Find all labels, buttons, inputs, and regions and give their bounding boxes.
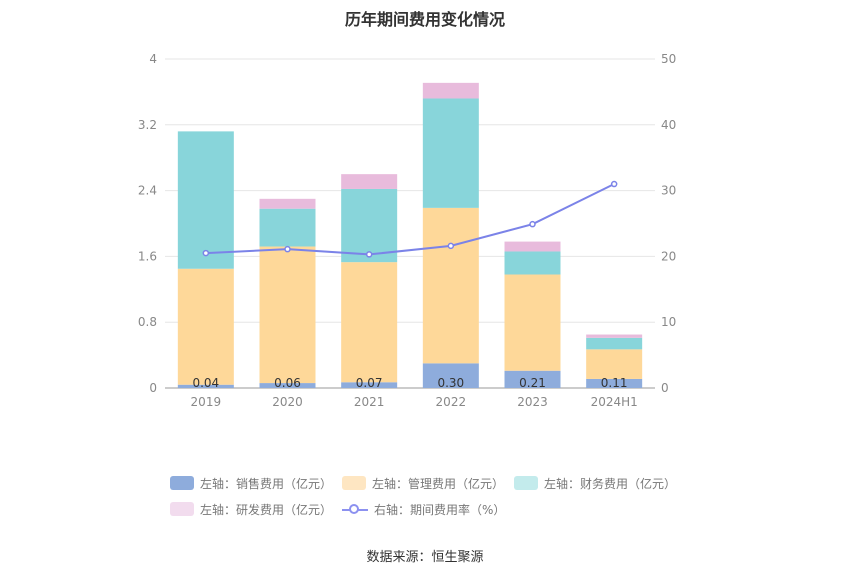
legend-line-icon: [342, 502, 368, 516]
left-axis-tick-label: 4: [149, 52, 157, 66]
bar-finance: [422, 98, 479, 208]
bar-sales: [586, 378, 643, 388]
data-label-sales: 0.30: [437, 376, 464, 390]
data-label-sales: 0.04: [192, 376, 219, 390]
legend-row-2: 左轴：研发费用（亿元） 右轴：期间费用率（%）: [170, 496, 690, 522]
right-axis-tick-label: 20: [661, 249, 676, 263]
line-point-expense-rate: [365, 251, 373, 258]
legend-item-management[interactable]: 左轴：管理费用（亿元）: [342, 475, 514, 492]
left-axis-tick-label: 1.6: [138, 249, 157, 263]
legend-label-rd: 左轴：研发费用（亿元）: [200, 502, 333, 517]
data-label-sales: 0.11: [601, 376, 628, 390]
line-point-expense-rate: [284, 245, 291, 253]
line-point-expense-rate: [529, 220, 536, 228]
bar-management: [259, 246, 316, 384]
x-axis-tick-label: 2019: [191, 395, 222, 409]
legend-label-management: 左轴：管理费用（亿元）: [372, 476, 505, 491]
legend-item-rd[interactable]: 左轴：研发费用（亿元）: [170, 501, 342, 518]
data-source: 数据来源：恒生聚源: [366, 550, 484, 565]
left-axis-tick-label: 2.4: [138, 184, 157, 198]
chart-title: 历年期间费用变化情况: [344, 10, 505, 29]
x-axis-tick-label: 2020: [272, 395, 303, 409]
left-axis-tick-label: 0.8: [138, 315, 157, 329]
bar-finance: [341, 188, 398, 263]
legend-item-rate[interactable]: 右轴：期间费用率（%）: [342, 501, 514, 518]
legend-row-1: 左轴：销售费用（亿元） 左轴：管理费用（亿元） 左轴：财务费用（亿元）: [170, 470, 690, 496]
legend-label-rate: 右轴：期间费用率（%）: [374, 502, 506, 517]
left-axis-tick-label: 3.2: [138, 118, 157, 132]
right-axis-tick-label: 30: [661, 184, 676, 198]
bar-rd: [586, 334, 643, 338]
bar-management: [504, 274, 561, 371]
x-axis-tick-label: 2024H1: [591, 395, 638, 409]
data-label-sales: 0.06: [274, 376, 301, 390]
bar-sales: [341, 382, 398, 388]
legend-label-finance: 左轴：财务费用（亿元）: [544, 476, 677, 491]
bar-finance: [586, 337, 643, 350]
bar-finance: [504, 251, 561, 275]
bar-rd: [341, 174, 398, 189]
right-axis-tick-label: 50: [661, 52, 676, 66]
x-axis-tick-label: 2023: [517, 395, 548, 409]
chart-legend: 左轴：销售费用（亿元） 左轴：管理费用（亿元） 左轴：财务费用（亿元） 左轴：研…: [170, 470, 690, 522]
right-axis-tick-label: 10: [661, 315, 676, 329]
right-axis-tick-label: 0: [661, 381, 669, 395]
bar-management: [422, 207, 479, 364]
bar-finance: [177, 131, 234, 269]
bar-rd: [504, 241, 561, 252]
data-label-sales: 0.21: [519, 376, 546, 390]
legend-swatch-rd: [170, 502, 194, 516]
bar-rd: [259, 198, 316, 209]
data-label-sales: 0.07: [356, 376, 383, 390]
bar-rd: [422, 82, 479, 99]
bar-sales: [422, 363, 479, 388]
line-point-expense-rate: [447, 242, 455, 250]
bar-finance: [259, 208, 316, 247]
legend-label-sales: 左轴：销售费用（亿元）: [200, 476, 333, 491]
bar-sales: [177, 384, 234, 388]
legend-swatch-sales: [170, 476, 194, 490]
legend-swatch-management: [342, 476, 366, 490]
x-axis-tick-label: 2021: [354, 395, 385, 409]
legend-swatch-finance: [514, 476, 538, 490]
line-point-expense-rate: [202, 249, 210, 257]
bar-management: [177, 268, 234, 385]
bar-sales: [504, 370, 561, 388]
x-axis-tick-label: 2022: [436, 395, 467, 409]
bar-management: [341, 262, 398, 383]
line-expense-rate: [205, 183, 615, 256]
legend-item-sales[interactable]: 左轴：销售费用（亿元）: [170, 475, 342, 492]
right-axis-tick-label: 40: [661, 118, 676, 132]
legend-item-finance[interactable]: 左轴：财务费用（亿元）: [514, 475, 686, 492]
left-axis-tick-label: 0: [149, 381, 157, 395]
bar-management: [586, 349, 643, 379]
bar-sales: [259, 383, 316, 388]
line-point-expense-rate: [610, 180, 618, 188]
